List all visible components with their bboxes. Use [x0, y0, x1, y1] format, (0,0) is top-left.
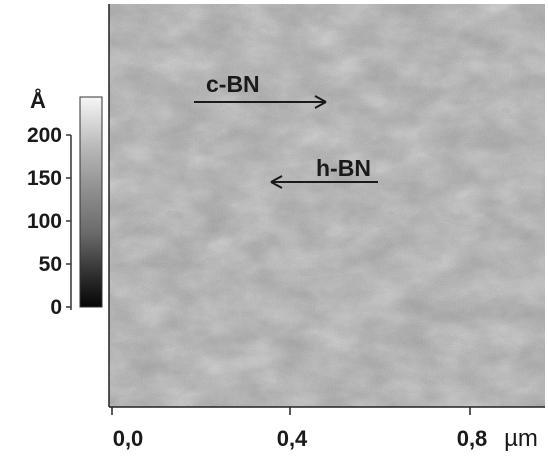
x-tick-label: 0,0: [113, 426, 144, 451]
c-bn-label: c-BN: [206, 71, 260, 97]
colorbar-tick-label: 150: [27, 167, 62, 190]
h-bn-label: h-BN: [316, 155, 371, 181]
colorbar-tick-label: 50: [39, 253, 62, 276]
x-tick-label: 0,8: [457, 426, 488, 451]
colorbar-unit: Å: [30, 87, 46, 113]
axes: 0,0 0,4 0,8 µm: [108, 4, 545, 452]
x-tick-label: 0,4: [277, 426, 308, 451]
colorbar-tick-label: 0: [50, 296, 62, 319]
annotation-c-bn: c-BN: [194, 71, 327, 109]
colorbar: Å 200 150 100 50 0: [27, 87, 103, 319]
colorbar-gradient: [79, 96, 103, 308]
annotation-h-bn: h-BN: [270, 155, 378, 189]
afm-image: [109, 4, 545, 407]
colorbar-tick-label: 200: [27, 124, 62, 147]
x-axis-unit: µm: [504, 425, 538, 452]
colorbar-tick-label: 100: [27, 210, 62, 233]
